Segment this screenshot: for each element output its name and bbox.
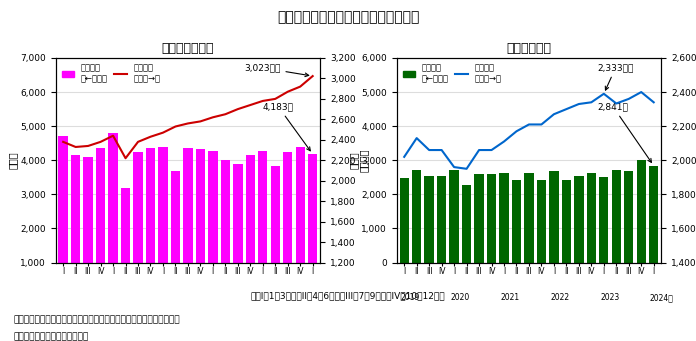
Bar xyxy=(208,151,218,297)
Bar xyxy=(450,170,459,263)
Bar xyxy=(221,160,230,297)
Y-axis label: （万円）: （万円） xyxy=(358,149,368,172)
Text: 2024年: 2024年 xyxy=(650,293,674,302)
Bar xyxy=(109,133,118,297)
Text: 2,333万円: 2,333万円 xyxy=(598,63,634,90)
Bar xyxy=(537,180,546,263)
Text: 近畿圏中古住宅市場の四半期成約動向: 近畿圏中古住宅市場の四半期成約動向 xyxy=(277,10,419,24)
Text: 2022: 2022 xyxy=(550,293,569,302)
Bar xyxy=(400,178,409,263)
Bar xyxy=(71,155,80,297)
Bar xyxy=(462,185,471,263)
Bar xyxy=(549,170,559,263)
Bar xyxy=(296,147,305,297)
Bar xyxy=(183,148,193,297)
Bar xyxy=(58,136,68,297)
Bar xyxy=(512,180,521,263)
Bar xyxy=(283,152,292,297)
Title: 中古戸建住宅: 中古戸建住宅 xyxy=(507,42,551,56)
Legend: 成約件数
（←左軸）, 成約価格
（右軸→）: 成約件数 （←左軸）, 成約価格 （右軸→） xyxy=(401,62,503,85)
Bar xyxy=(271,166,280,297)
Bar xyxy=(258,151,267,297)
Bar xyxy=(308,154,317,297)
Text: 2019: 2019 xyxy=(400,293,420,302)
Bar xyxy=(599,177,608,263)
Text: 3,023万円: 3,023万円 xyxy=(244,63,309,77)
Text: （注）近畿圏：大阪府、兵庫県、京都府、滋賀県、奈良県、和歌山県: （注）近畿圏：大阪府、兵庫県、京都府、滋賀県、奈良県、和歌山県 xyxy=(14,315,180,324)
Bar xyxy=(121,188,130,297)
Y-axis label: （件）: （件） xyxy=(349,151,358,169)
Text: 4,183件: 4,183件 xyxy=(263,102,310,151)
Text: 2021: 2021 xyxy=(500,293,519,302)
Text: 2023: 2023 xyxy=(600,293,619,302)
Title: 中古マンション: 中古マンション xyxy=(161,42,214,56)
Bar xyxy=(499,173,509,263)
Bar xyxy=(246,155,255,297)
Bar xyxy=(425,176,434,263)
Text: 2,841件: 2,841件 xyxy=(598,102,651,162)
Text: 注）I：1〜3月期、II：4〜6月期、III：7〜9月期、IV：10〜12月期: 注）I：1〜3月期、II：4〜6月期、III：7〜9月期、IV：10〜12月期 xyxy=(251,292,445,300)
Bar xyxy=(134,152,143,297)
Y-axis label: （件）: （件） xyxy=(8,151,17,169)
Bar xyxy=(196,149,205,297)
Bar xyxy=(96,148,105,297)
Bar xyxy=(574,176,583,263)
Bar xyxy=(649,166,658,263)
Bar xyxy=(412,170,421,263)
Bar xyxy=(524,173,534,263)
Bar xyxy=(624,170,633,263)
Bar xyxy=(84,157,93,297)
Bar xyxy=(437,176,446,263)
Text: （出所）近畿圏不動産流通機構: （出所）近畿圏不動産流通機構 xyxy=(14,332,89,341)
Bar xyxy=(637,160,646,263)
Bar xyxy=(158,147,168,297)
Bar xyxy=(171,171,180,297)
Bar xyxy=(562,180,571,263)
Bar xyxy=(146,148,155,297)
Bar xyxy=(612,170,621,263)
Bar xyxy=(587,173,596,263)
Text: 2020: 2020 xyxy=(450,293,470,302)
Bar xyxy=(487,174,496,263)
Bar xyxy=(233,164,242,297)
Legend: 成約件数
（←左軸）, 成約価格
（右軸→）: 成約件数 （←左軸）, 成約価格 （右軸→） xyxy=(60,62,162,85)
Bar xyxy=(475,174,484,263)
